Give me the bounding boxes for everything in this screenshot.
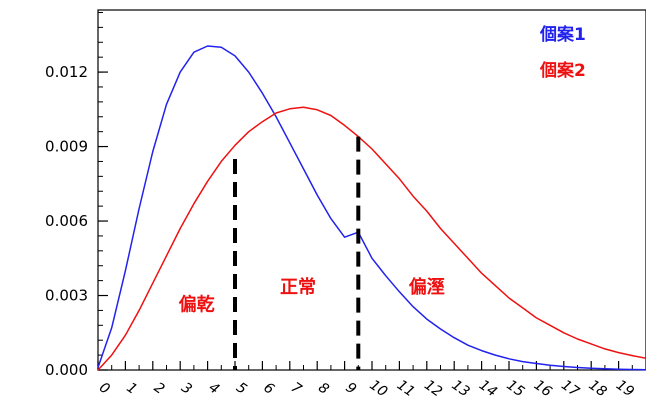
x-tick-label: 17 <box>558 377 582 400</box>
x-tick-label: 18 <box>586 377 610 400</box>
y-tick-label: 0.009 <box>45 138 88 156</box>
region-annotations: 偏乾 正常 偏溼 <box>179 276 445 315</box>
x-tick-label: 1 <box>123 380 139 398</box>
series-line-2 <box>97 106 646 371</box>
series-line-1 <box>97 45 646 371</box>
x-tick-label: 12 <box>421 377 445 400</box>
x-tick-label: 11 <box>394 377 418 400</box>
x-tick-label: 4 <box>206 380 222 398</box>
legend-item-series-2: 個案2 <box>539 60 586 81</box>
x-tick-label: 19 <box>613 377 637 400</box>
x-tick-label: 3 <box>178 380 194 398</box>
x-tick-label: 2 <box>151 380 168 398</box>
region-label-1: 偏乾 <box>179 293 215 315</box>
x-tick-label: 15 <box>503 377 527 400</box>
y-tick-label: 0.006 <box>45 212 88 230</box>
x-tick-label: 8 <box>315 380 332 398</box>
legend-item-series-1: 個案1 <box>539 24 586 45</box>
x-tick-label: 14 <box>476 377 500 400</box>
y-tick-label: 0.003 <box>45 287 88 305</box>
y-tick-label: 0.012 <box>45 63 88 81</box>
x-axis-ticks: 0 1 2 3 4 5 6 7 8 9 10 11 12 13 14 15 16 17 18 19 <box>96 361 637 400</box>
region-label-2: 正常 <box>280 276 316 298</box>
x-tick-label: 13 <box>449 377 473 400</box>
x-tick-label: 6 <box>260 380 277 398</box>
x-tick-label: 7 <box>288 380 305 398</box>
legend: 個案1 個案2 <box>539 24 586 81</box>
series-layer <box>97 45 646 371</box>
x-tick-label: 5 <box>233 380 250 398</box>
x-tick-label: 9 <box>343 380 360 398</box>
x-tick-label: 16 <box>531 377 555 400</box>
region-label-3: 偏溼 <box>409 276 445 298</box>
cutoff-lines <box>233 136 361 370</box>
x-tick-label: 0 <box>96 380 113 398</box>
x-tick-label: 10 <box>366 377 390 400</box>
y-tick-label: 0.000 <box>45 361 88 379</box>
y-axis-ticks: 0.000 0.003 0.006 0.009 0.012 <box>45 11 108 379</box>
